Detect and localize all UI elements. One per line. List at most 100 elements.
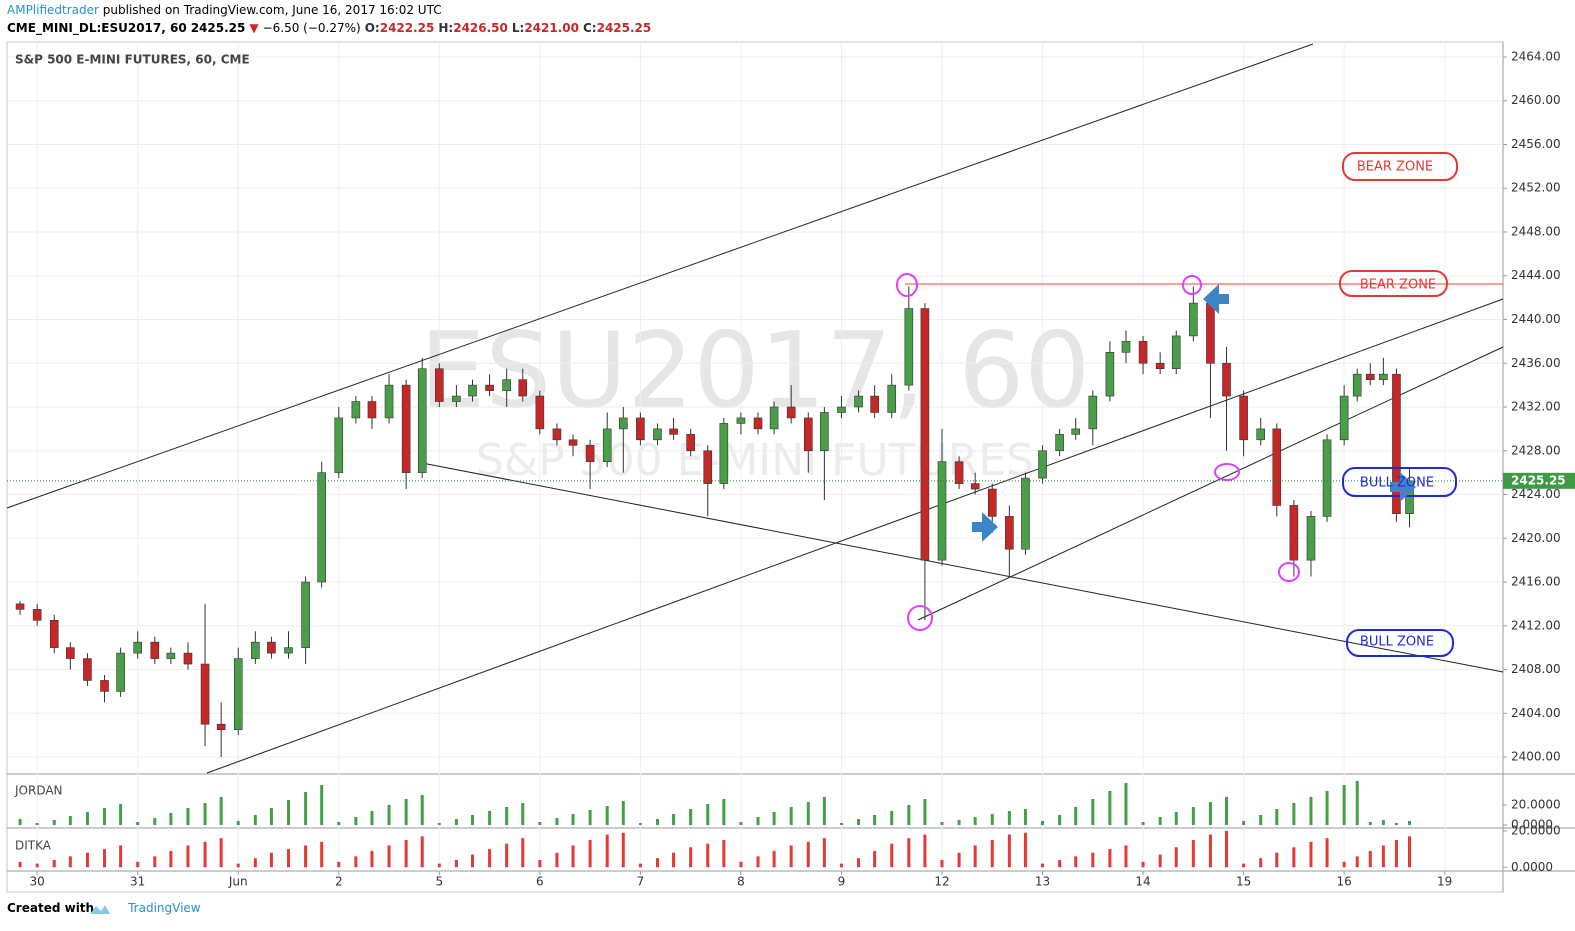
candle-body (887, 384, 897, 413)
indicator-bar (1342, 785, 1346, 825)
indicator-bar (1208, 802, 1212, 825)
indicator-bar (219, 797, 223, 825)
indicator-bar (470, 854, 474, 868)
indicator-bar (1041, 863, 1045, 868)
indicator-bar (304, 845, 308, 868)
indicator-bar (136, 861, 140, 868)
y-tick-label: 2448.00 (1511, 224, 1561, 238)
indicator-bar (873, 815, 877, 825)
close-label: C: (582, 21, 597, 35)
candle-body (1138, 341, 1148, 364)
indicator-bar (1174, 812, 1178, 825)
candle-body (1256, 428, 1266, 441)
indicator-bar (85, 852, 89, 868)
candle-body (769, 406, 779, 430)
indicator-bar (203, 841, 207, 868)
candle-body (1071, 428, 1081, 435)
indicator-bar (1259, 858, 1263, 868)
indicator-bar (320, 785, 324, 825)
indicator-bar (1242, 821, 1246, 825)
zone-box (1342, 152, 1458, 181)
candle-body (937, 461, 947, 561)
candle-body (803, 417, 813, 452)
author-link[interactable]: AMPlifiedtrader (7, 3, 99, 17)
indicator-bar (1091, 799, 1095, 825)
candle-body (15, 603, 25, 610)
candle-body (502, 379, 511, 391)
watermark: ESU2017, 60 (420, 309, 1091, 431)
candle-body (1339, 395, 1349, 441)
indicator-bar (236, 863, 240, 868)
candle-body (686, 434, 695, 452)
brand-link[interactable]: TradingView (128, 901, 201, 915)
candle-body (820, 412, 829, 452)
candle-body (636, 417, 645, 441)
indicator-bar (354, 817, 358, 825)
trend-line (421, 462, 1504, 673)
candle-body (1322, 439, 1332, 517)
y-tick-label: 2428.00 (1511, 443, 1561, 457)
indicator-bar (18, 861, 22, 868)
arrow-marker (1203, 284, 1229, 314)
indicator-bar (337, 861, 341, 868)
indicator-bar (1408, 836, 1411, 868)
zone-box (1339, 270, 1448, 297)
indicator-bar (103, 849, 107, 868)
indicator-bar (1355, 781, 1359, 825)
indicator-bar (822, 838, 826, 868)
indicator-bar (789, 845, 793, 868)
indicator-bar (35, 863, 39, 868)
indicator-bar (219, 838, 223, 868)
indicator-bar (806, 802, 810, 825)
publish-line: AMPlifiedtrader published on TradingView… (7, 3, 442, 17)
candle-body (719, 423, 729, 484)
candle-body (417, 368, 427, 473)
indicator-bar (287, 849, 291, 868)
chart-title: S&P 500 E-MINI FUTURES, 60, CME (15, 53, 250, 67)
candle-body (284, 647, 293, 654)
indicator-bar (153, 818, 157, 825)
candle-body (1352, 373, 1362, 397)
created-with: Created with (7, 901, 95, 915)
indicator-bar (119, 845, 123, 868)
indicator-bar (990, 840, 994, 868)
indicator-bar (269, 808, 273, 825)
indicator-bar (1408, 821, 1411, 825)
indicator-bar (1074, 807, 1078, 825)
candle-body (1021, 477, 1030, 550)
indicator-bar (621, 832, 625, 868)
candle-body (66, 647, 75, 659)
candle-body (753, 417, 763, 430)
background (6, 41, 1575, 893)
indicator-bar (772, 812, 776, 825)
drawings (6, 43, 1504, 774)
indicator-bar (1074, 856, 1078, 868)
indicator-bar (1174, 847, 1178, 868)
indicator-bar (304, 792, 308, 825)
x-tick-label: 5 (435, 875, 443, 889)
x-tick-label: 31 (130, 875, 145, 889)
indicator-bar (957, 852, 961, 868)
candle-body (150, 641, 160, 659)
y-tick-label: 2404.00 (1511, 706, 1561, 720)
watermark-sub: S&P 500 E-MINI FUTURES (476, 435, 1034, 486)
indicator-bar (420, 795, 424, 825)
indicator-bar (672, 814, 676, 825)
y-tick-label: 0.0000 (1511, 818, 1553, 832)
high-label: H: (438, 21, 454, 35)
candle-body (49, 620, 59, 648)
x-tick-label: 6 (536, 875, 544, 889)
candle-body (200, 663, 210, 725)
indicator-bar (1259, 815, 1263, 825)
candle-body (653, 428, 662, 441)
x-tick-label: 30 (30, 875, 45, 889)
footer: Created with TradingView (7, 901, 201, 915)
x-tick-label: 2 (335, 875, 343, 889)
indicator-bar (1275, 809, 1279, 825)
close-value: 2425.25 (596, 21, 652, 35)
candle-body (384, 384, 394, 419)
circle-marker (907, 605, 933, 631)
indicator-bar (488, 849, 492, 868)
indicator-bar (1368, 850, 1372, 868)
